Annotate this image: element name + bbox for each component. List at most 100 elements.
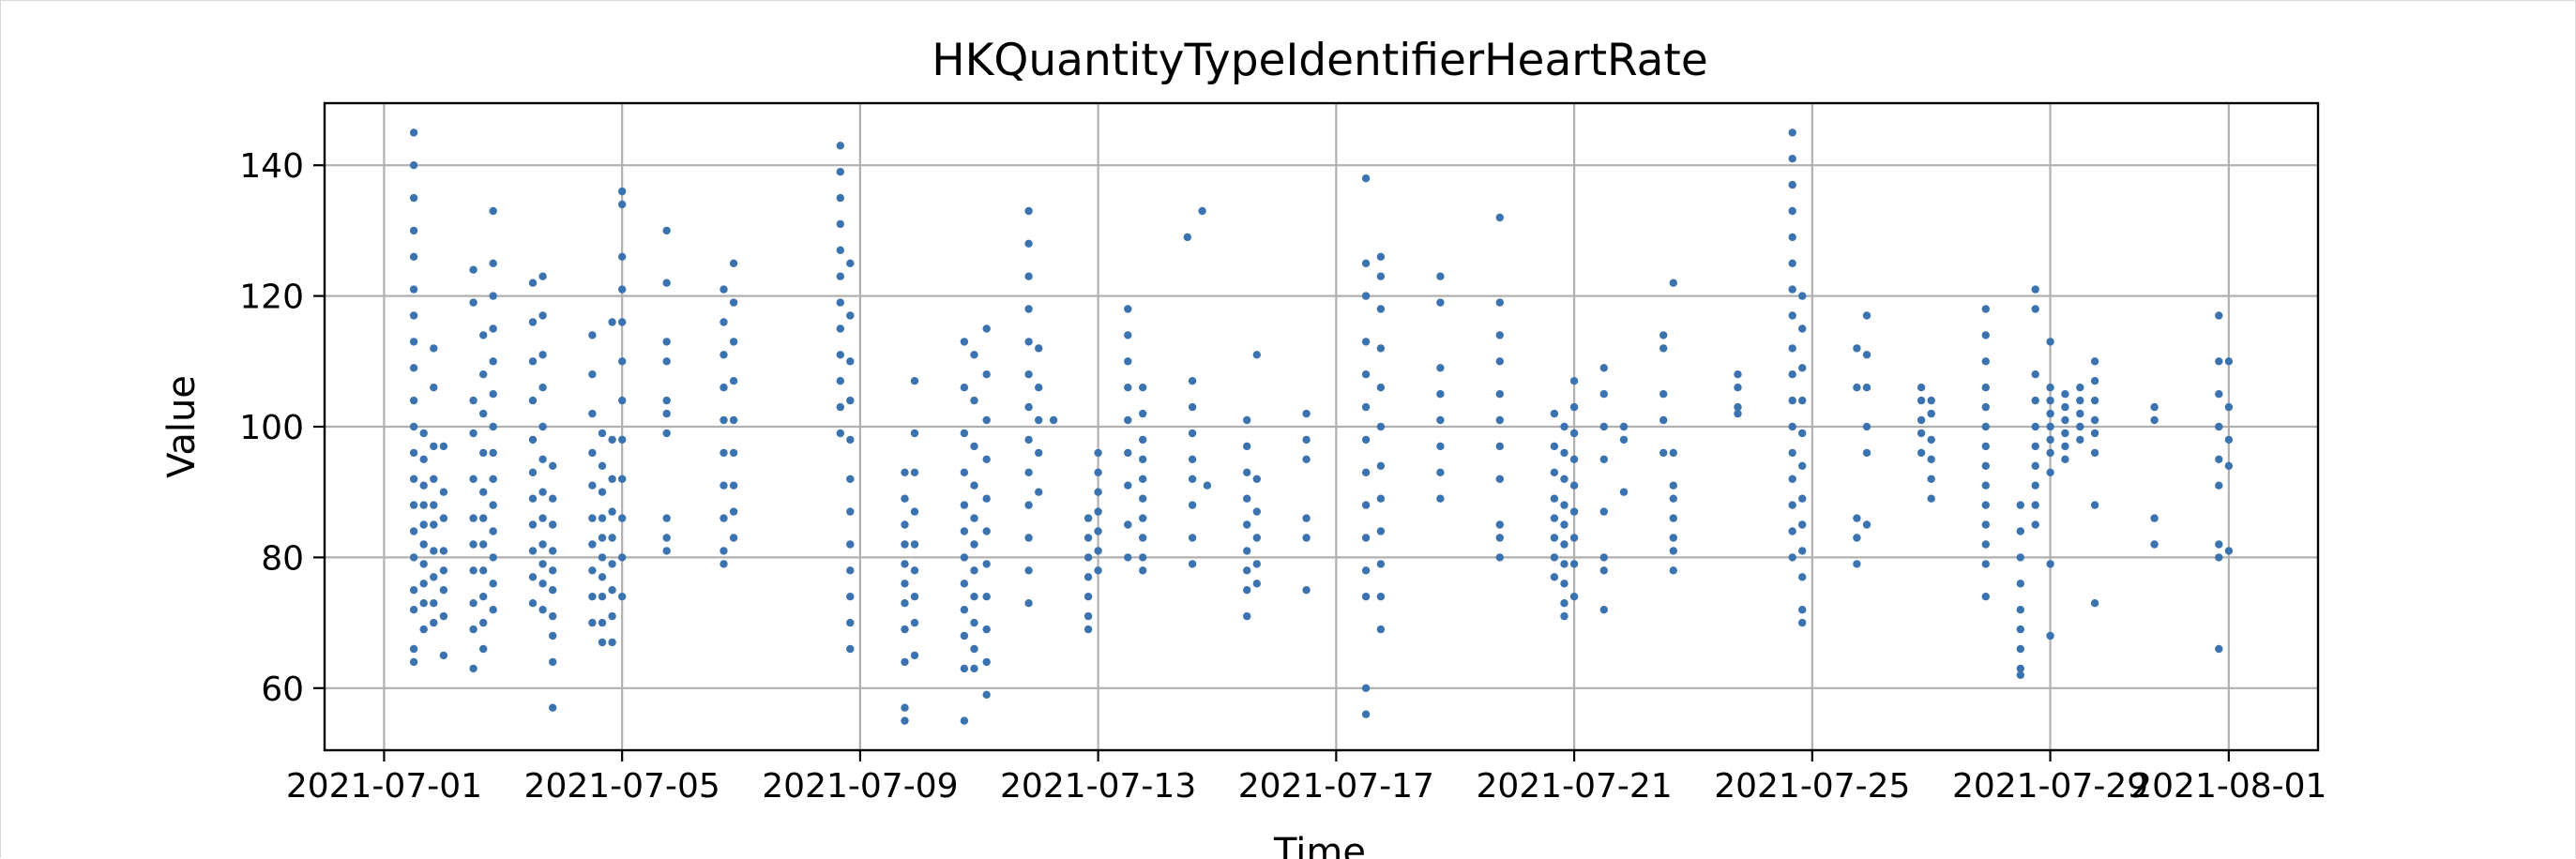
data-point bbox=[1243, 415, 1251, 425]
data-point bbox=[2224, 402, 2234, 412]
data-point bbox=[1024, 239, 1033, 248]
data-point bbox=[836, 246, 844, 254]
data-point bbox=[409, 338, 418, 346]
data-point bbox=[1981, 402, 1990, 412]
data-point bbox=[1862, 311, 1871, 320]
data-point bbox=[1798, 520, 1807, 529]
data-point bbox=[489, 475, 497, 483]
data-point bbox=[598, 488, 607, 496]
data-point bbox=[598, 618, 607, 627]
data-point bbox=[1376, 461, 1386, 470]
data-point bbox=[910, 429, 919, 438]
x-tick-label: 2021-07-21 bbox=[1476, 767, 1672, 806]
data-point bbox=[1243, 586, 1251, 595]
data-point bbox=[1734, 384, 1742, 392]
data-point bbox=[1083, 534, 1093, 542]
data-point bbox=[1927, 435, 1935, 445]
data-point bbox=[2016, 580, 2024, 588]
data-point bbox=[1862, 422, 1871, 431]
data-point bbox=[1361, 534, 1371, 542]
data-point bbox=[608, 435, 616, 445]
data-point bbox=[960, 429, 969, 438]
data-point bbox=[1436, 415, 1445, 425]
data-point bbox=[2016, 553, 2024, 562]
data-point bbox=[1917, 415, 1926, 425]
data-point bbox=[1550, 468, 1559, 476]
data-point bbox=[618, 187, 627, 196]
data-point bbox=[836, 142, 844, 150]
data-point bbox=[1981, 593, 1990, 601]
data-point bbox=[960, 631, 969, 640]
data-point bbox=[982, 324, 991, 333]
data-point bbox=[1550, 514, 1559, 522]
data-point bbox=[538, 351, 547, 359]
x-tick-label: 2021-07-09 bbox=[762, 767, 958, 806]
data-point bbox=[960, 338, 969, 346]
data-point bbox=[1788, 155, 1796, 163]
data-point bbox=[1560, 520, 1568, 529]
data-point bbox=[409, 527, 418, 535]
data-point bbox=[1788, 501, 1796, 509]
data-point bbox=[1024, 599, 1033, 608]
data-point bbox=[2016, 644, 2024, 654]
data-point bbox=[720, 285, 728, 294]
data-point bbox=[2046, 409, 2054, 418]
data-point bbox=[1361, 566, 1371, 575]
data-point bbox=[729, 415, 738, 425]
data-point bbox=[1798, 547, 1807, 555]
data-point bbox=[960, 468, 969, 476]
data-point bbox=[469, 664, 477, 673]
data-point bbox=[960, 527, 969, 535]
data-point bbox=[1927, 494, 1935, 503]
data-point bbox=[662, 534, 671, 542]
data-point bbox=[1436, 494, 1445, 503]
data-point bbox=[1495, 442, 1505, 451]
data-point bbox=[970, 664, 978, 673]
data-point bbox=[901, 468, 909, 476]
data-point bbox=[1619, 435, 1629, 445]
y-axis-ticks: 60 80 100 120 140 bbox=[239, 147, 325, 709]
data-point bbox=[901, 703, 909, 712]
data-point bbox=[528, 435, 538, 445]
data-point bbox=[2016, 501, 2024, 509]
data-point bbox=[846, 311, 855, 320]
data-point bbox=[1302, 455, 1311, 463]
data-point bbox=[430, 618, 438, 627]
data-point bbox=[1550, 442, 1559, 451]
data-point bbox=[479, 409, 488, 418]
data-point bbox=[2224, 547, 2234, 555]
data-point bbox=[1853, 514, 1861, 522]
data-point bbox=[901, 580, 909, 588]
data-point bbox=[1139, 514, 1147, 522]
data-point bbox=[439, 586, 448, 595]
data-point bbox=[901, 540, 909, 549]
data-point bbox=[1550, 534, 1559, 542]
data-point bbox=[2224, 435, 2234, 445]
data-point bbox=[960, 553, 969, 562]
data-point bbox=[1024, 435, 1033, 445]
data-point bbox=[2031, 305, 2039, 313]
data-point bbox=[1560, 560, 1568, 568]
data-point bbox=[2046, 560, 2054, 568]
data-point bbox=[1252, 534, 1262, 542]
data-point bbox=[1302, 586, 1311, 595]
data-point bbox=[720, 448, 728, 458]
data-point bbox=[2016, 527, 2024, 535]
data-point bbox=[1798, 618, 1807, 627]
data-point bbox=[409, 475, 418, 483]
data-point bbox=[1569, 481, 1579, 490]
data-point bbox=[1862, 351, 1871, 359]
data-point bbox=[970, 396, 978, 405]
data-point bbox=[1853, 384, 1861, 392]
data-point bbox=[1361, 292, 1371, 300]
data-point bbox=[1981, 501, 1990, 509]
data-point bbox=[1788, 285, 1796, 294]
data-point bbox=[1083, 593, 1093, 601]
data-point bbox=[618, 396, 627, 405]
data-point bbox=[1917, 448, 1926, 458]
data-point bbox=[538, 540, 547, 549]
data-point bbox=[1788, 370, 1796, 379]
data-point bbox=[489, 580, 497, 588]
data-point bbox=[982, 657, 991, 667]
data-point bbox=[1560, 422, 1568, 431]
